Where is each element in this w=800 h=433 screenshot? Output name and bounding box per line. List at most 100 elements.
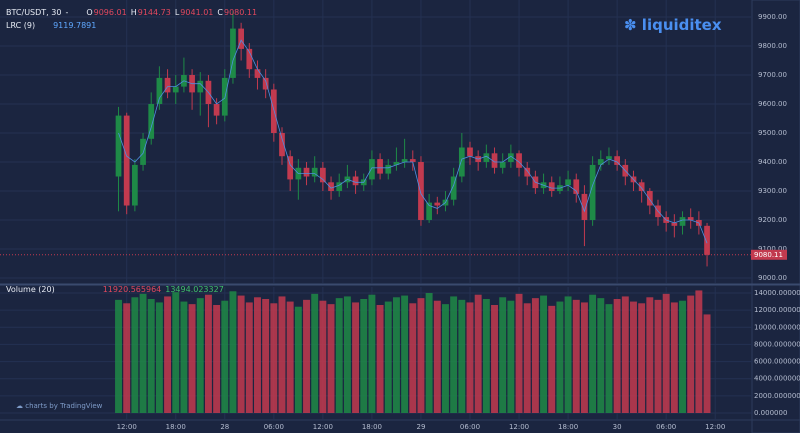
volume-bar	[180, 301, 188, 413]
volume-bar	[409, 303, 417, 413]
volume-bar	[425, 292, 433, 413]
volume-bar	[155, 302, 163, 413]
volume-bar	[164, 296, 172, 413]
volume-bar	[384, 301, 392, 413]
volume-bar	[368, 294, 376, 413]
volume-bar	[442, 304, 449, 413]
volume-bar	[196, 298, 204, 413]
volume-value: 11920.565964	[102, 285, 162, 294]
candle-body	[148, 104, 155, 139]
y-tick-label: 10000.000000	[754, 323, 800, 331]
y-tick-label: 9900.00	[758, 13, 787, 21]
ohlc-key: C	[217, 8, 223, 17]
lrc-legend: LRC (9) 9119.7891	[6, 21, 96, 30]
y-tick-label: 9800.00	[758, 42, 787, 50]
volume-bar	[621, 296, 629, 413]
candle-body	[254, 69, 261, 78]
volume-bar	[466, 302, 474, 413]
y-tick-label: 9600.00	[758, 100, 787, 108]
y-tick-label: 9700.00	[758, 71, 787, 79]
x-tick-label: 12:00	[509, 423, 529, 431]
volume-bar	[450, 296, 458, 413]
logo-text: liquiditex	[641, 16, 722, 34]
volume-bar	[343, 296, 351, 413]
candle-body	[679, 217, 686, 226]
candle-body	[336, 182, 343, 192]
watermark: ☁ charts by TradingView	[16, 402, 103, 410]
ohlc-legend: BTC/USDT, 30- O 9096.01 H 9144.73 L 9041.01 C 9…	[6, 8, 260, 17]
volume-bar	[237, 295, 245, 413]
volume-bar	[221, 300, 229, 413]
volume-bar	[507, 300, 515, 413]
volume-bar	[254, 297, 261, 413]
y-tick-label: 9200.00	[758, 216, 787, 224]
volume-bar	[474, 294, 482, 413]
x-tick-label: 06:00	[264, 423, 284, 431]
lrc-line	[118, 39, 708, 244]
volume-bar	[401, 295, 409, 413]
volume-bar	[278, 296, 286, 413]
candle-body	[638, 182, 645, 192]
candle-body	[197, 80, 204, 93]
x-tick-label: 06:00	[460, 423, 480, 431]
x-tick-label: 29	[416, 423, 425, 431]
y-tick-label: 9100.00	[758, 245, 787, 253]
y-tick-label: 9500.00	[758, 129, 787, 137]
candle-body	[606, 156, 612, 160]
candle-body	[508, 153, 514, 163]
volume-value: 13494.023327	[165, 285, 224, 294]
candle-body	[687, 217, 694, 221]
volume-bar	[335, 298, 343, 413]
ohlc-values: O 9096.01 H 9144.73 L 9041.01 C 9080.11	[86, 8, 260, 17]
volume-bar	[556, 301, 564, 413]
volume-bar	[376, 304, 384, 413]
volume-bar	[605, 304, 613, 413]
y-tick-label: 12000.000000	[754, 306, 800, 314]
candle-body	[565, 179, 571, 186]
volume-bar	[172, 292, 180, 413]
candle-body	[491, 153, 498, 168]
candle-body	[328, 182, 334, 192]
ohlc-key: H	[130, 8, 137, 17]
symbol: BTC/USDT, 30	[6, 8, 62, 17]
volume-bar	[286, 301, 294, 413]
candle-body	[409, 159, 416, 163]
ohlc-key: L	[174, 8, 180, 17]
volume-bar	[458, 299, 466, 413]
ohlc-value: 9096.01	[93, 8, 127, 17]
candle-body	[483, 153, 490, 163]
volume-bar	[695, 290, 703, 413]
candle-body	[132, 164, 138, 206]
candle-body	[548, 182, 555, 192]
y-tick-label: 9300.00	[758, 187, 787, 195]
volume-bar	[531, 298, 539, 413]
x-tick-label: 12:00	[705, 423, 725, 431]
volume-bar	[499, 297, 507, 413]
volume-bar	[662, 293, 670, 413]
watermark-text: charts by TradingView	[25, 402, 103, 410]
candle-body	[671, 222, 678, 226]
candle-body	[115, 115, 122, 177]
volume-bar	[540, 295, 548, 413]
volume-bar	[213, 304, 221, 413]
candle-body	[450, 176, 457, 200]
candle-body	[238, 28, 244, 49]
x-tick-label: 30	[613, 423, 622, 431]
x-tick-label: 12:00	[117, 423, 137, 431]
candle-body	[524, 167, 531, 177]
candle-body	[434, 202, 441, 206]
volume-bar	[687, 295, 695, 413]
volume-bar	[703, 314, 711, 413]
volume-bar	[139, 293, 147, 413]
candle-body	[230, 28, 236, 78]
y-tick-label: 9400.00	[758, 158, 787, 166]
volume-bar	[360, 298, 368, 413]
volume-bar	[188, 304, 196, 413]
volume-bar	[597, 298, 605, 413]
volume-bar	[294, 306, 302, 413]
candle-body	[213, 104, 220, 116]
volume-bar	[229, 291, 237, 413]
y-tick-label: 9000.00	[758, 274, 787, 282]
candle-body	[646, 191, 653, 206]
candle-body	[516, 153, 522, 168]
